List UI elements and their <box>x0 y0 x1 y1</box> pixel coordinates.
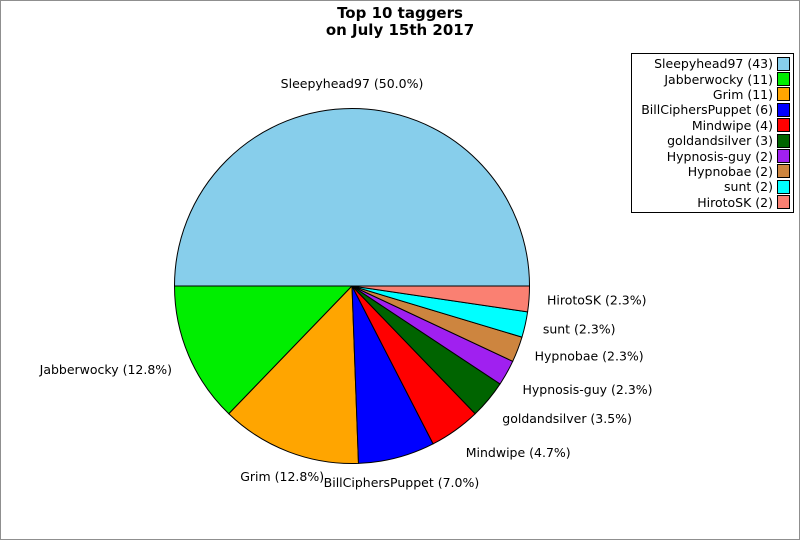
legend-label: Mindwipe (4) <box>691 117 773 133</box>
legend-swatch <box>777 72 790 87</box>
chart-title: Top 10 taggers on July 15th 2017 <box>1 5 799 39</box>
slice-label-sunt: sunt (2.3%) <box>542 321 616 336</box>
legend-label: sunt (2) <box>724 179 773 195</box>
slice-label-Mindwipe: Mindwipe (4.7%) <box>465 444 571 460</box>
legend-label: Sleepyhead97 (43) <box>654 56 773 72</box>
legend-item-Grim: Grim (11) <box>634 87 790 102</box>
legend-item-BillCiphersPuppet: BillCiphersPuppet (6) <box>634 102 790 117</box>
legend-swatch <box>777 195 790 210</box>
legend-swatch <box>777 87 790 102</box>
legend-swatch <box>777 164 790 179</box>
pie-slice-Grim <box>228 285 359 464</box>
legend-label: Jabberwocky (11) <box>664 71 773 87</box>
legend-item-Hypnobae: Hypnobae (2) <box>634 164 790 179</box>
legend-label: goldandsilver (3) <box>667 133 773 149</box>
legend-item-goldandsilver: goldandsilver (3) <box>634 133 790 148</box>
legend-swatch <box>777 102 790 117</box>
legend-item-Sleepyhead97: Sleepyhead97 (43) <box>634 56 790 71</box>
slice-label-BillCiphersPuppet: BillCiphersPuppet (7.0%) <box>323 475 480 491</box>
chart-title-line2: on July 15th 2017 <box>325 21 475 39</box>
pie-slice-Sleepyhead97 <box>174 108 530 287</box>
slice-label-goldandsilver: goldandsilver (3.5%) <box>502 411 632 427</box>
legend-swatch <box>777 133 790 148</box>
legend-box: Sleepyhead97 (43) Jabberwocky (11) Grim (1… <box>631 53 794 213</box>
chart-title-line1: Top 10 taggers <box>337 4 463 22</box>
legend-swatch <box>777 179 790 194</box>
slice-label-Hypnobae: Hypnobae (2.3%) <box>534 348 644 364</box>
legend-swatch <box>777 118 790 133</box>
legend-item-Jabberwocky: Jabberwocky (11) <box>634 72 790 87</box>
slice-label-HirotoSK: HirotoSK (2.3%) <box>546 292 647 308</box>
legend-label: Hypnosis-guy (2) <box>666 148 773 164</box>
pie-slice-HirotoSK <box>351 285 530 313</box>
slice-label-Sleepyhead97: Sleepyhead97 (50.0%) <box>280 75 424 91</box>
slice-label-Jabberwocky: Jabberwocky (12.8%) <box>39 362 173 378</box>
legend-item-Mindwipe: Mindwipe (4) <box>634 118 790 133</box>
slice-label-Hypnosis-guy: Hypnosis-guy (2.3%) <box>522 381 653 397</box>
legend-item-Hypnosis-guy: Hypnosis-guy (2) <box>634 149 790 164</box>
legend-swatch <box>777 56 790 71</box>
legend-label: BillCiphersPuppet (6) <box>641 102 773 118</box>
pie-slice-Jabberwocky <box>174 285 353 415</box>
legend-label: Grim (11) <box>712 86 773 102</box>
legend-item-HirotoSK: HirotoSK (2) <box>634 195 790 210</box>
legend-label: Hypnobae (2) <box>687 163 773 179</box>
slice-label-Grim: Grim (12.8%) <box>240 468 325 484</box>
legend-label: HirotoSK (2) <box>697 194 773 210</box>
legend-item-sunt: sunt (2) <box>634 179 790 194</box>
legend-swatch <box>777 149 790 164</box>
